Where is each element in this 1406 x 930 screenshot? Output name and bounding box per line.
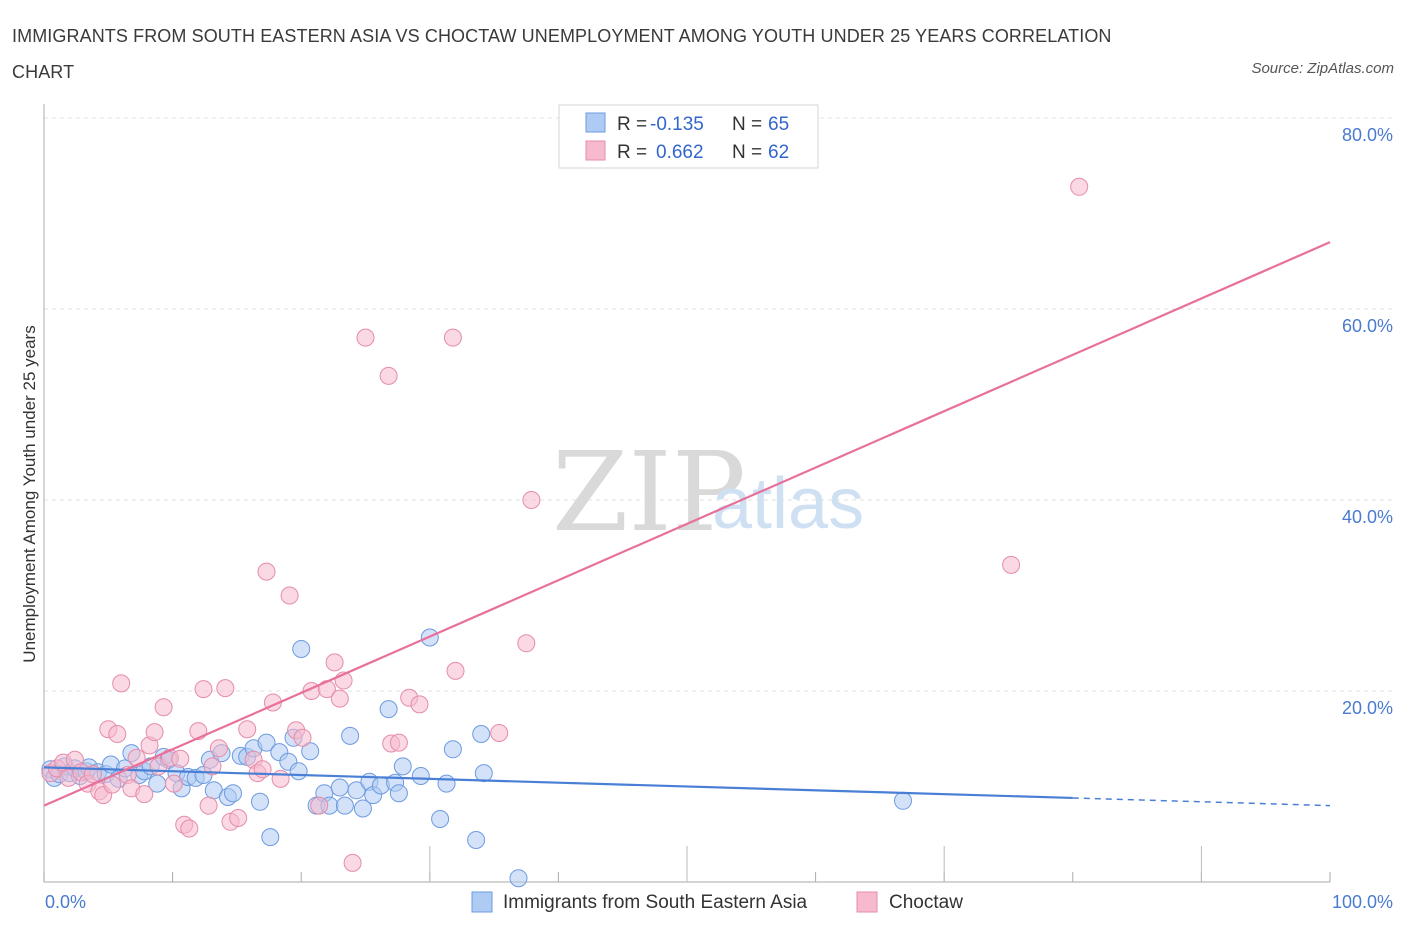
legend-swatch-pink: [585, 140, 606, 161]
point-immigrants: [411, 767, 430, 785]
x-tick-labels: 0.0% 100.0%: [45, 892, 1393, 912]
y-tick-label: 40.0%: [1342, 507, 1393, 527]
watermark-atlas: atlas: [712, 464, 864, 544]
y-tick-label: 60.0%: [1342, 316, 1393, 336]
chart-title: IMMIGRANTS FROM SOUTH EASTERN ASIA VS CH…: [12, 26, 1112, 82]
trend-line-immigrants-extrapolated: [1072, 797, 1331, 807]
point-choctaw: [108, 725, 127, 743]
point-choctaw: [443, 328, 462, 347]
point-choctaw: [203, 757, 222, 776]
legend-n-value-blue: 65: [768, 114, 789, 135]
point-choctaw: [229, 809, 248, 827]
legend-r-label-pink: R =: [617, 142, 647, 163]
point-choctaw: [253, 760, 272, 779]
axes: [43, 104, 1331, 883]
bottom-legend-swatch-blue: [471, 891, 493, 913]
point-immigrants: [474, 764, 493, 783]
point-choctaw: [238, 720, 257, 739]
point-immigrants: [335, 796, 354, 815]
x-tick-label-min: 0.0%: [45, 892, 86, 912]
point-immigrants: [894, 791, 912, 810]
point-choctaw: [1070, 177, 1089, 196]
correlation-legend: R = -0.135 N = 65 R = 0.662 N = 62: [558, 104, 819, 169]
point-immigrants: [301, 742, 320, 761]
point-immigrants: [224, 784, 242, 803]
point-choctaw: [154, 698, 173, 717]
trend-lines: [43, 241, 1331, 807]
y-tick-label: 20.0%: [1342, 698, 1393, 718]
point-choctaw: [343, 853, 362, 872]
point-choctaw: [216, 679, 235, 698]
bottom-legend-swatch-pink: [856, 891, 878, 913]
point-choctaw: [325, 653, 344, 672]
y-axis-label: Unemployment Among Youth under 25 years: [20, 325, 39, 662]
point-choctaw: [271, 769, 290, 788]
point-immigrants: [389, 784, 408, 803]
trend-line-immigrants: [43, 766, 1073, 800]
point-choctaw: [280, 586, 299, 605]
series-legend: Immigrants from South Eastern Asia Choct…: [471, 891, 963, 913]
point-immigrants: [347, 781, 366, 800]
point-immigrants: [467, 831, 486, 849]
point-choctaw: [180, 819, 199, 838]
point-immigrants: [251, 792, 269, 811]
bottom-legend-label-pink: Choctaw: [889, 892, 963, 913]
point-choctaw: [164, 774, 183, 793]
point-choctaw: [330, 689, 349, 708]
point-immigrants: [472, 725, 491, 743]
legend-r-value-blue: -0.135: [650, 114, 704, 135]
point-choctaw: [199, 796, 218, 815]
x-tick-label-max: 100.0%: [1332, 892, 1393, 912]
point-choctaw: [379, 366, 398, 385]
point-immigrants: [443, 740, 462, 759]
legend-n-value-pink: 62: [768, 142, 789, 163]
point-choctaw: [1002, 555, 1021, 574]
legend-r-value-pink: 0.662: [656, 142, 704, 163]
point-choctaw: [389, 733, 408, 752]
point-choctaw: [209, 739, 228, 758]
legend-swatch-blue: [585, 112, 606, 133]
point-immigrants: [289, 762, 308, 781]
point-immigrants: [341, 726, 360, 745]
point-immigrants: [509, 869, 528, 888]
point-choctaw: [145, 723, 164, 742]
point-immigrants: [257, 733, 276, 752]
legend-n-label-blue: N =: [732, 114, 762, 135]
point-choctaw: [446, 661, 465, 680]
point-choctaw: [293, 728, 312, 747]
trend-line-choctaw: [43, 241, 1331, 807]
point-choctaw: [112, 674, 131, 693]
chart-source: Source: ZipAtlas.com: [1251, 60, 1394, 77]
point-choctaw: [257, 562, 276, 581]
point-choctaw: [490, 724, 509, 742]
legend-r-label-blue: R =: [617, 114, 647, 135]
point-immigrants: [261, 828, 280, 847]
point-immigrants: [437, 774, 456, 793]
point-choctaw: [171, 749, 190, 768]
point-immigrants: [330, 778, 349, 797]
y-tick-labels: 20.0% 40.0% 60.0% 80.0%: [1342, 125, 1393, 718]
point-choctaw: [356, 328, 375, 347]
point-immigrants: [292, 640, 311, 658]
point-choctaw: [135, 785, 154, 804]
point-choctaw: [517, 634, 536, 653]
y-tick-label: 80.0%: [1342, 125, 1393, 145]
bottom-legend-label-blue: Immigrants from South Eastern Asia: [503, 892, 808, 913]
point-choctaw: [410, 695, 429, 714]
point-immigrants: [431, 810, 450, 828]
point-choctaw: [310, 796, 329, 815]
point-immigrants: [393, 757, 412, 776]
watermark-zip: ZIP: [552, 428, 746, 556]
point-choctaw: [194, 680, 213, 699]
point-immigrants: [379, 700, 398, 719]
watermark: ZIP atlas: [552, 428, 864, 556]
point-choctaw: [522, 491, 541, 509]
gridlines: [44, 117, 1392, 692]
point-immigrants: [353, 799, 372, 818]
legend-n-label-pink: N =: [732, 142, 762, 163]
series-choctaw-points: [41, 177, 1089, 872]
